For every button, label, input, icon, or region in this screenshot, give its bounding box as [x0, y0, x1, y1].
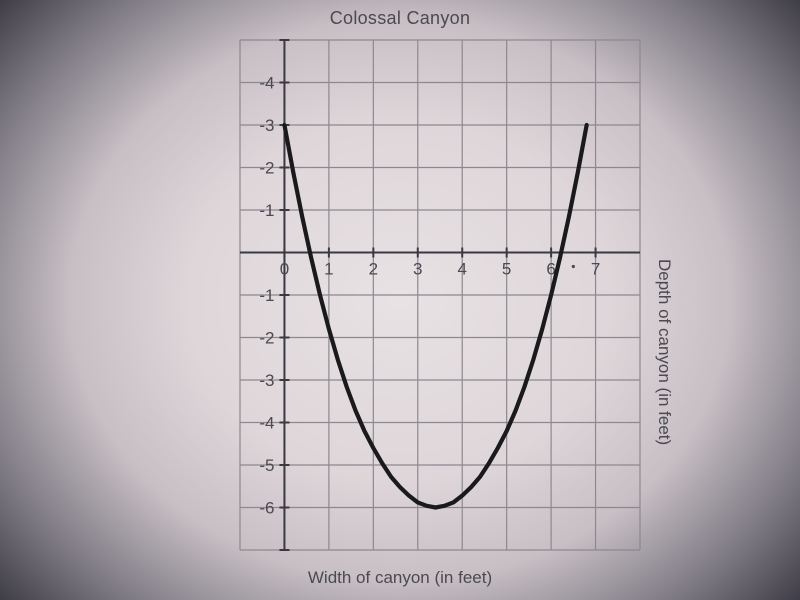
svg-text:7: 7	[591, 260, 600, 279]
x-axis-label: Width of canyon (in feet)	[308, 568, 492, 588]
svg-text:3: 3	[413, 260, 422, 279]
chart-title: Colossal Canyon	[330, 8, 471, 29]
svg-text:-2: -2	[259, 329, 274, 348]
svg-text:-5: -5	[259, 456, 274, 475]
y-axis-label: Depth of canyon (in feet)	[654, 259, 674, 445]
svg-text:-3: -3	[259, 371, 274, 390]
svg-text:4: 4	[457, 260, 466, 279]
parabola-chart: Colossal Canyon 01234567-1-2-3-4-1-2-3-4…	[120, 10, 680, 590]
svg-text:-4: -4	[259, 74, 274, 93]
svg-text:-1: -1	[259, 201, 274, 220]
svg-text:-2: -2	[259, 159, 274, 178]
svg-text:2: 2	[369, 260, 378, 279]
svg-text:-6: -6	[259, 499, 274, 518]
svg-text:-4: -4	[259, 414, 274, 433]
svg-text:1: 1	[324, 260, 333, 279]
svg-text:-1: -1	[259, 286, 274, 305]
svg-text:0: 0	[280, 260, 289, 279]
svg-text:5: 5	[502, 260, 511, 279]
chart-svg: 01234567-1-2-3-4-1-2-3-4-5-6	[120, 10, 680, 590]
svg-text:-3: -3	[259, 116, 274, 135]
